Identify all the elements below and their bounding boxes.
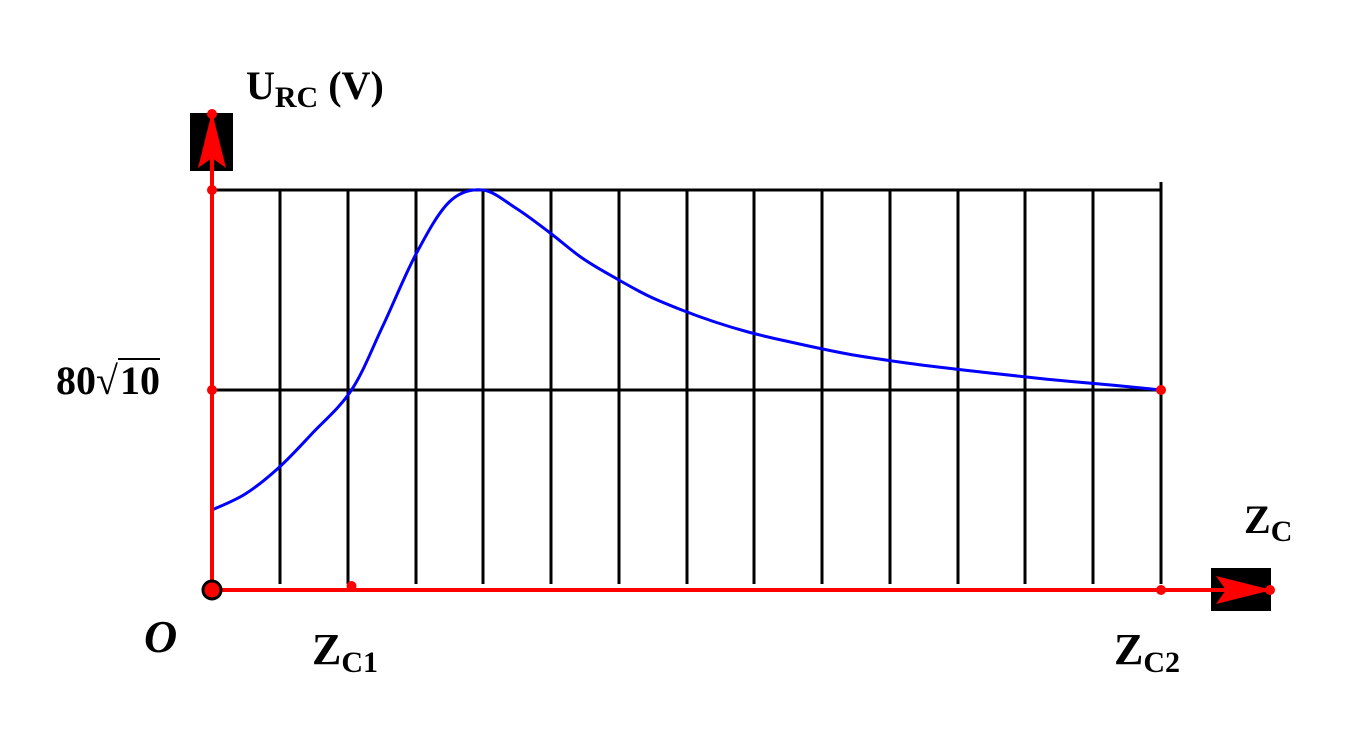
data-series-curve xyxy=(211,188,1162,512)
marker-points xyxy=(201,109,1275,601)
origin-point xyxy=(201,579,223,601)
y-reference-point xyxy=(207,385,217,395)
y-axis-arrowhead xyxy=(198,112,226,168)
y-axis-tip-point xyxy=(207,109,217,119)
grid xyxy=(212,182,1163,584)
zc2-point xyxy=(1156,585,1166,595)
x-tick-label-zc2: ZC2 xyxy=(1114,625,1181,679)
x-tick-label-zc1: ZC1 xyxy=(312,625,379,679)
y-max-point xyxy=(207,185,217,195)
y-tick-label: 80√10 xyxy=(56,358,160,403)
x-axis-tip-point xyxy=(1265,585,1275,595)
axes xyxy=(190,112,1272,611)
y-axis-label: URC (V) xyxy=(246,63,384,114)
zc1-point xyxy=(346,581,357,591)
x-axis-label: ZC xyxy=(1244,497,1293,548)
curve-end-point xyxy=(1156,385,1166,395)
x-axis-arrowhead xyxy=(1216,576,1272,604)
origin-label: O xyxy=(144,611,178,662)
